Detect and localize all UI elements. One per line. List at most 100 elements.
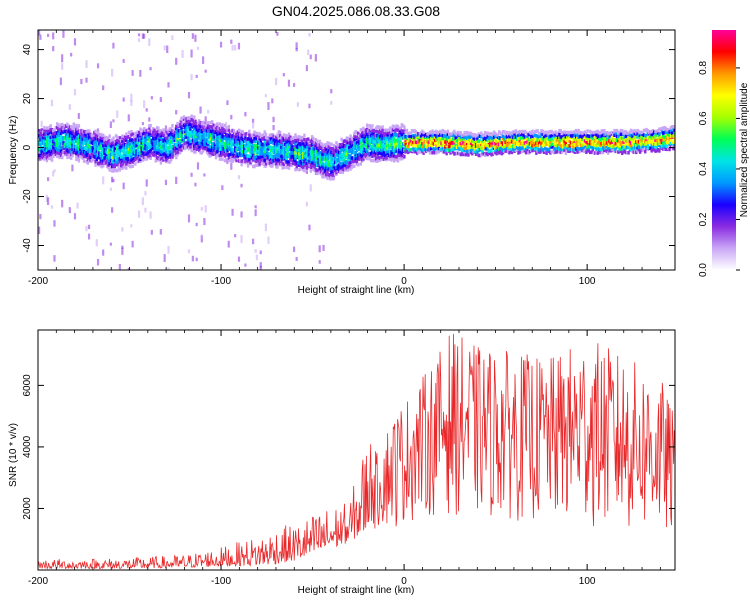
heatmap-cell <box>222 130 225 134</box>
heatmap-cell <box>246 164 250 168</box>
heatmap-cell <box>210 131 214 136</box>
heatmap-cell <box>627 131 630 136</box>
heatmap-cell <box>213 148 216 153</box>
heatmap-cell <box>182 145 186 150</box>
heatmap-cell <box>386 135 389 139</box>
heatmap-cell <box>287 139 291 143</box>
heatmap-cell <box>112 154 115 159</box>
heatmap-cell <box>168 144 172 148</box>
heatmap-cell <box>363 133 366 137</box>
heatmap-cell <box>190 74 193 81</box>
heatmap-cell <box>542 134 546 139</box>
heatmap-cell <box>592 132 596 137</box>
heatmap-cell <box>651 142 655 146</box>
heatmap-cell <box>588 139 592 144</box>
heatmap-cell <box>604 132 607 136</box>
heatmap-cell <box>255 144 259 148</box>
heatmap-cell <box>387 156 391 161</box>
heatmap-cell <box>381 128 384 132</box>
heatmap-cell <box>344 138 347 143</box>
heatmap-cell <box>629 137 633 142</box>
heatmap-cell <box>432 147 436 151</box>
heatmap-cell <box>61 138 64 143</box>
heatmap-cell <box>617 138 620 143</box>
heatmap-cell <box>292 246 296 253</box>
heatmap-cell <box>71 148 74 156</box>
heatmap-cell <box>63 123 67 128</box>
heatmap-cell <box>64 133 68 137</box>
heatmap-cell <box>100 141 104 145</box>
heatmap-cell <box>613 137 616 142</box>
heatmap-cell <box>166 45 169 54</box>
heatmap-cell <box>108 143 111 147</box>
heatmap-cell <box>328 163 332 167</box>
heatmap-cell <box>564 137 568 142</box>
heatmap-cell <box>178 119 182 124</box>
heatmap-cell <box>131 138 134 142</box>
heatmap-cell <box>273 148 277 153</box>
heatmap-cell <box>152 142 155 147</box>
heatmap-cell <box>517 143 520 147</box>
heatmap-cell <box>158 138 161 143</box>
heatmap-cell <box>413 148 416 152</box>
heatmap-cell <box>99 146 102 150</box>
heatmap-cell <box>640 135 643 140</box>
heatmap-cell <box>544 130 547 135</box>
heatmap-cell <box>491 136 494 141</box>
heatmap-cell <box>202 133 205 137</box>
heatmap-cell <box>222 141 225 146</box>
heatmap-cell <box>184 119 187 124</box>
heatmap-cell <box>73 38 77 46</box>
heatmap-cell <box>509 144 512 149</box>
heatmap-cell <box>316 143 319 148</box>
heatmap-cell <box>155 132 159 137</box>
heatmap-cell <box>572 130 575 135</box>
heatmap-cell <box>58 133 61 137</box>
heatmap-cell <box>262 151 265 156</box>
heatmap-cell <box>85 130 88 134</box>
heatmap-cell <box>456 142 460 147</box>
heatmap-cell <box>556 131 560 135</box>
heatmap-cell <box>401 124 405 128</box>
heatmap-cell <box>301 137 305 142</box>
heatmap-cell <box>327 167 330 171</box>
heatmap-cell <box>359 153 363 157</box>
heatmap-cell <box>287 166 291 170</box>
heatmap-cell <box>603 132 606 137</box>
heatmap-cell <box>286 145 289 150</box>
heatmap-cell <box>654 144 657 149</box>
heatmap-cell <box>198 141 201 145</box>
heatmap-cell <box>85 225 88 232</box>
heatmap-cell <box>321 161 324 166</box>
heatmap-cell <box>240 129 243 134</box>
heatmap-cell <box>340 162 343 167</box>
heatmap-cell <box>556 146 560 151</box>
heatmap-cell <box>621 129 624 133</box>
heatmap-cell <box>491 146 494 150</box>
heatmap-cell <box>476 133 479 138</box>
heatmap-cell <box>122 165 125 169</box>
heatmap-cell <box>169 155 173 160</box>
heatmap-cell <box>327 156 330 161</box>
heatmap-cell <box>564 135 568 139</box>
heatmap-cell <box>645 145 648 150</box>
heatmap-cell <box>287 160 291 164</box>
heatmap-cell <box>300 164 304 169</box>
heatmap-cell <box>672 140 675 144</box>
heatmap-cell <box>603 128 606 133</box>
heatmap-cell <box>57 123 60 127</box>
heatmap-cell <box>180 134 183 139</box>
heatmap-cell <box>435 144 438 148</box>
heatmap-cell <box>536 140 539 145</box>
heatmap-cell <box>449 143 452 148</box>
heatmap-cell <box>654 138 657 143</box>
heatmap-cell <box>217 130 220 134</box>
heatmap-cell <box>468 131 471 136</box>
heatmap-cell <box>378 147 382 151</box>
heatmap-cell <box>428 130 432 134</box>
heatmap-cell <box>50 131 54 135</box>
heatmap-cell <box>54 142 58 147</box>
heatmap-cell <box>59 131 63 135</box>
heatmap-cell <box>521 135 524 140</box>
heatmap-cell <box>301 162 305 166</box>
